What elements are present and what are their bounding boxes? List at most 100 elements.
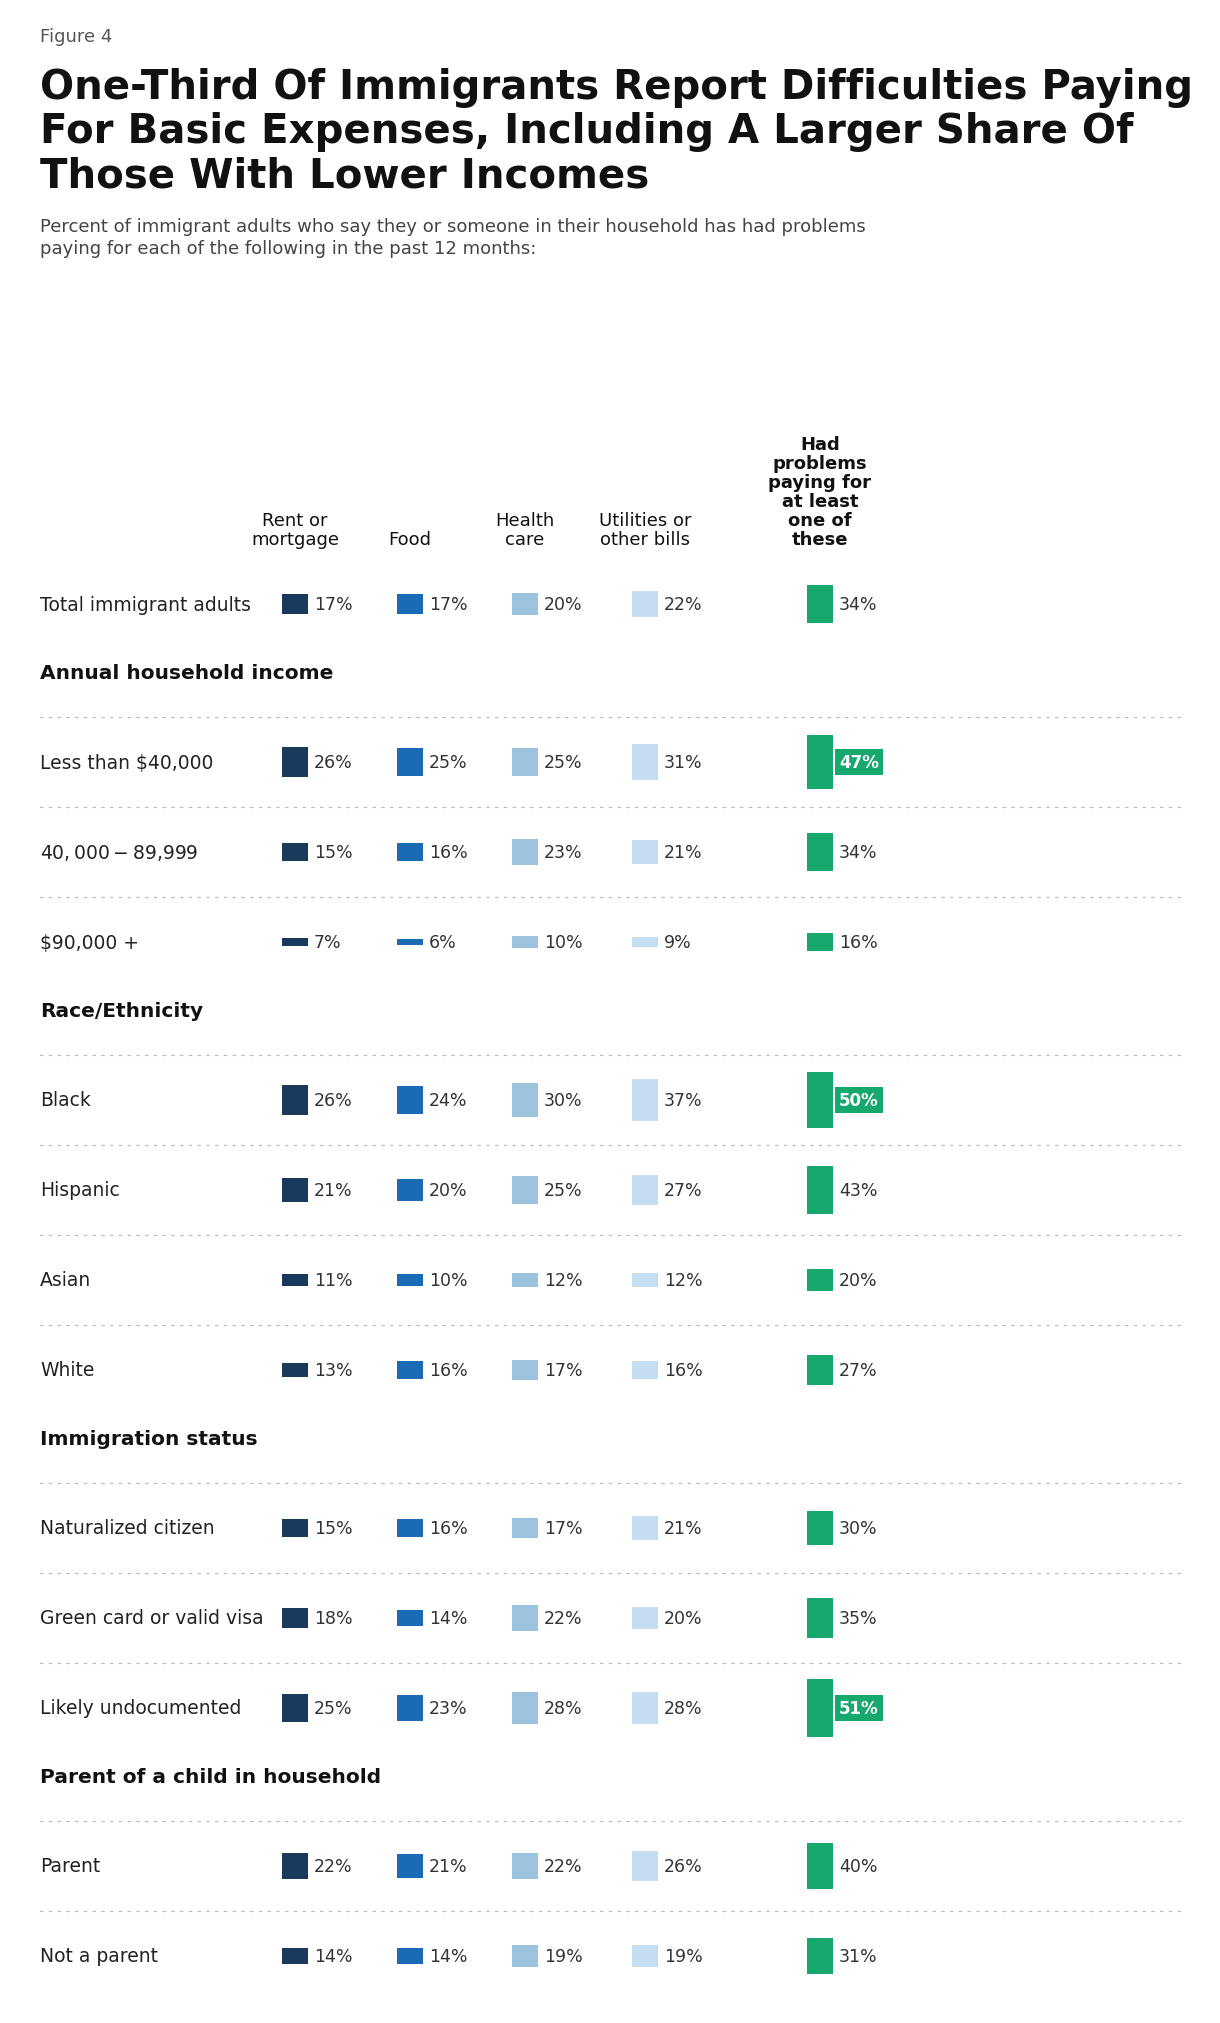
Bar	[806, 1165, 833, 1216]
Text: 12%: 12%	[544, 1270, 583, 1289]
Bar	[806, 1843, 833, 1889]
Bar	[806, 1679, 833, 1738]
Text: at least: at least	[782, 494, 858, 510]
Bar	[282, 1364, 307, 1378]
Bar	[282, 1948, 307, 1964]
Text: 37%: 37%	[664, 1092, 703, 1109]
Text: 6%: 6%	[429, 933, 456, 951]
Bar	[632, 1080, 658, 1121]
Bar	[806, 585, 833, 623]
Text: 15%: 15%	[314, 1519, 353, 1537]
Bar	[806, 1938, 833, 1974]
Text: 17%: 17%	[544, 1361, 583, 1380]
Bar	[632, 1851, 658, 1881]
Bar	[282, 1853, 307, 1879]
Bar	[806, 933, 833, 951]
Text: 23%: 23%	[429, 1699, 467, 1718]
Text: Immigration status: Immigration status	[40, 1430, 257, 1448]
Text: 51%: 51%	[839, 1699, 878, 1718]
Bar	[282, 1693, 307, 1722]
Bar	[512, 1853, 538, 1879]
Bar	[806, 1355, 833, 1386]
Text: 15%: 15%	[314, 844, 353, 862]
Text: 17%: 17%	[314, 595, 353, 613]
Bar	[806, 736, 833, 789]
Bar	[512, 1274, 538, 1287]
Bar	[396, 1519, 423, 1537]
Text: 7%: 7%	[314, 933, 342, 951]
Text: 17%: 17%	[429, 595, 467, 613]
Text: 27%: 27%	[664, 1181, 703, 1200]
Text: 14%: 14%	[314, 1946, 353, 1964]
Bar	[632, 1606, 658, 1631]
Bar	[806, 1511, 833, 1546]
Text: 24%: 24%	[429, 1092, 467, 1109]
Bar	[282, 1179, 307, 1202]
Text: $90,000 +: $90,000 +	[40, 933, 139, 953]
Text: Figure 4: Figure 4	[40, 28, 112, 47]
Text: 11%: 11%	[314, 1270, 353, 1289]
Text: 31%: 31%	[839, 1946, 877, 1964]
Text: 20%: 20%	[429, 1181, 467, 1200]
Bar	[396, 1855, 423, 1877]
Bar	[282, 595, 307, 615]
Text: White: White	[40, 1361, 94, 1380]
Text: 9%: 9%	[664, 933, 692, 951]
Text: 34%: 34%	[839, 844, 877, 862]
Text: Asian: Asian	[40, 1270, 92, 1291]
Text: mortgage: mortgage	[251, 530, 339, 548]
Text: 16%: 16%	[839, 933, 877, 951]
Text: 19%: 19%	[664, 1946, 703, 1964]
Text: 27%: 27%	[839, 1361, 877, 1380]
Text: 35%: 35%	[839, 1608, 877, 1626]
Text: Less than $40,000: Less than $40,000	[40, 753, 214, 773]
Bar	[282, 1519, 307, 1537]
Bar	[396, 1086, 423, 1115]
Text: 25%: 25%	[314, 1699, 353, 1718]
Text: Annual household income: Annual household income	[40, 664, 333, 682]
Text: 21%: 21%	[664, 1519, 703, 1537]
Bar	[512, 1606, 538, 1631]
Text: 26%: 26%	[314, 1092, 353, 1109]
Text: 25%: 25%	[544, 755, 583, 771]
Text: 17%: 17%	[544, 1519, 583, 1537]
Bar	[396, 749, 423, 777]
Text: 12%: 12%	[664, 1270, 703, 1289]
Text: Black: Black	[40, 1090, 90, 1111]
Text: 20%: 20%	[544, 595, 583, 613]
Text: 16%: 16%	[429, 1361, 467, 1380]
Bar	[632, 1693, 658, 1724]
Bar	[806, 1072, 833, 1129]
Bar	[512, 1084, 538, 1117]
Bar	[806, 1598, 833, 1639]
Text: 25%: 25%	[544, 1181, 583, 1200]
Bar	[396, 844, 423, 862]
Text: 14%: 14%	[429, 1946, 467, 1964]
Text: One-Third Of Immigrants Report Difficulties Paying: One-Third Of Immigrants Report Difficult…	[40, 69, 1193, 107]
Text: these: these	[792, 530, 848, 548]
Bar	[396, 1610, 423, 1626]
Text: paying for each of the following in the past 12 months:: paying for each of the following in the …	[40, 241, 537, 257]
Text: 20%: 20%	[664, 1608, 703, 1626]
Text: Utilities or: Utilities or	[599, 512, 692, 530]
Text: Rent or: Rent or	[262, 512, 328, 530]
Text: 30%: 30%	[839, 1519, 877, 1537]
Text: Health: Health	[495, 512, 555, 530]
Text: paying for: paying for	[769, 473, 871, 492]
Text: one of: one of	[788, 512, 852, 530]
Text: 22%: 22%	[544, 1608, 583, 1626]
Text: Hispanic: Hispanic	[40, 1181, 120, 1200]
Bar	[282, 1608, 307, 1629]
Text: Not a parent: Not a parent	[40, 1946, 159, 1966]
Bar	[512, 1361, 538, 1380]
Bar	[512, 593, 538, 617]
Text: Parent of a child in household: Parent of a child in household	[40, 1768, 381, 1786]
Bar	[632, 1361, 658, 1380]
Text: 10%: 10%	[429, 1270, 467, 1289]
Bar	[806, 1268, 833, 1293]
Text: Those With Lower Incomes: Those With Lower Incomes	[40, 156, 649, 196]
Text: 21%: 21%	[429, 1857, 467, 1875]
Bar	[632, 842, 658, 864]
Bar	[282, 1274, 307, 1287]
Bar	[632, 593, 658, 617]
